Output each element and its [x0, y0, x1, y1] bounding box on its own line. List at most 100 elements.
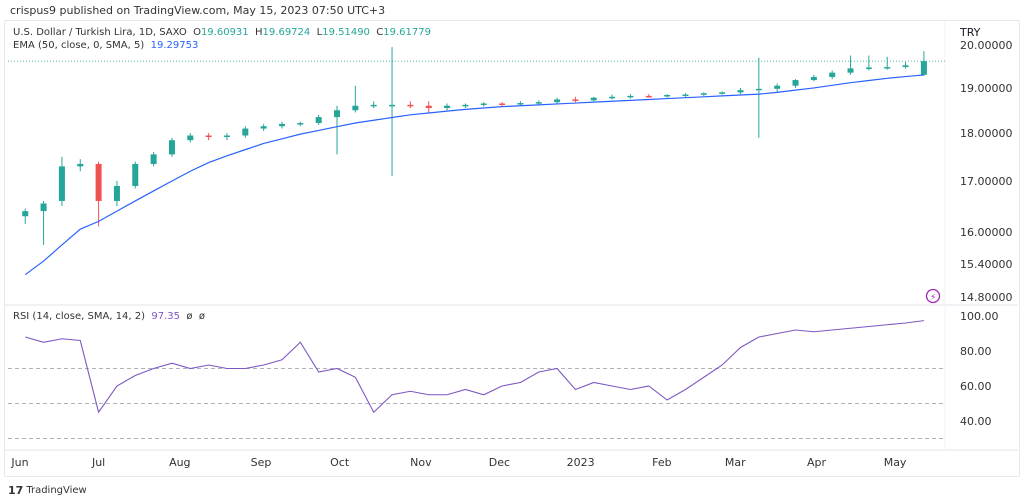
price-tick-label: 14.80000 — [960, 291, 1013, 304]
symbol-legend: U.S. Dollar / Turkish Lira, 1D, SAXO O19… — [13, 27, 431, 38]
candle-body — [223, 135, 230, 138]
candle-body — [755, 88, 762, 91]
candle-body — [627, 95, 634, 98]
candle-body — [682, 94, 689, 97]
candle-body — [462, 104, 469, 107]
currency-label: TRY — [959, 26, 981, 39]
candle-body — [315, 117, 322, 124]
candle-body — [645, 95, 652, 98]
rsi-tick-label: 40.00 — [960, 415, 992, 428]
candle-body — [737, 90, 744, 93]
candle-body — [444, 105, 451, 108]
symbol-name: U.S. Dollar / Turkish Lira, 1D, SAXO — [13, 27, 187, 38]
ema-label: EMA (50, close, 0, SMA, 5) — [13, 40, 145, 51]
candle-body — [297, 123, 304, 125]
price-tick-label: 15.40000 — [960, 258, 1013, 271]
candle-body — [535, 102, 542, 104]
time-tick-label: Dec — [489, 456, 510, 469]
candle-body — [700, 93, 707, 95]
rsi-na-1: ø — [186, 311, 193, 322]
time-tick-label: Jul — [91, 456, 105, 469]
candle-body — [22, 211, 29, 217]
candle-body — [279, 123, 285, 127]
candle-body — [920, 61, 927, 75]
rsi-value: 97.35 — [151, 311, 181, 322]
ema-line — [24, 74, 924, 276]
published-caption: crispus9 published on TradingView.com, M… — [10, 4, 386, 17]
brand-name: TradingView — [26, 485, 87, 496]
time-tick-label: Nov — [410, 456, 432, 469]
tradingview-logo-icon: 𝟭𝟳 — [8, 484, 24, 497]
candle-body — [95, 163, 102, 201]
candle-body — [407, 104, 414, 107]
open-value: 19.60931 — [200, 27, 249, 38]
candle-body — [590, 97, 597, 101]
high-label: H — [255, 27, 263, 38]
price-tick-label: 17.00000 — [960, 175, 1013, 188]
candle-body — [554, 99, 561, 103]
ema-legend[interactable]: EMA (50, close, 0, SMA, 5) 19.29753 — [13, 40, 198, 51]
candle-body — [865, 67, 872, 69]
time-tick-label: Mar — [725, 456, 746, 469]
candle-body — [572, 99, 579, 101]
time-tick-label: Sep — [251, 456, 272, 469]
rsi-na-2: ø — [198, 311, 206, 322]
rsi-legend[interactable]: RSI (14, close, SMA, 14, 2) 97.35 ø ø — [13, 311, 205, 322]
lightning-glyph: ⚡ — [930, 293, 936, 303]
candle-body — [792, 80, 799, 86]
candle-body — [499, 103, 506, 105]
candle-body — [187, 135, 194, 141]
candle-body — [113, 185, 120, 201]
candle-body — [810, 76, 817, 81]
candle-body — [425, 105, 432, 108]
high-value: 19.69724 — [262, 27, 311, 38]
price-tick-label: 20.00000 — [960, 39, 1013, 52]
candle-body — [389, 104, 396, 107]
candle-body — [58, 166, 65, 201]
candle-body — [334, 110, 341, 118]
chart-frame — [4, 20, 1020, 477]
time-tick-label: May — [884, 456, 907, 469]
tradingview-footer: 𝟭𝟳 TradingView — [8, 484, 87, 497]
rsi-tick-label: 80.00 — [960, 345, 992, 358]
candle-body — [352, 105, 359, 111]
time-tick-label: Aug — [169, 456, 190, 469]
candle-body — [719, 92, 726, 94]
rsi-label: RSI (14, close, SMA, 14, 2) — [13, 311, 146, 322]
candle-body — [829, 72, 836, 77]
candle-body — [40, 203, 47, 212]
low-label: L — [316, 27, 323, 38]
candle-body — [517, 103, 524, 105]
close-value: 19.61779 — [383, 27, 431, 38]
rsi-tick-label: 60.00 — [960, 380, 992, 393]
candle-body — [480, 103, 487, 105]
candle-body — [77, 163, 84, 167]
candle-body — [609, 96, 616, 99]
price-tick-label: 16.00000 — [960, 226, 1013, 239]
candle-body — [150, 154, 157, 164]
time-tick-label: Jun — [10, 456, 28, 469]
candle-body — [774, 85, 781, 89]
low-value: 19.51490 — [322, 27, 370, 38]
candle-body — [205, 135, 212, 138]
candle-body — [242, 128, 249, 136]
ema-value: 19.29753 — [150, 40, 199, 51]
time-tick-label: Feb — [652, 456, 671, 469]
candle-body — [847, 68, 854, 73]
rsi-tick-label: 100.00 — [960, 310, 999, 323]
candle-body — [884, 67, 891, 69]
open-label: O — [193, 27, 201, 38]
close-label: C — [376, 27, 384, 38]
time-tick-label: 2023 — [567, 456, 595, 469]
candle-body — [260, 126, 267, 129]
price-tick-label: 18.00000 — [960, 127, 1013, 140]
time-tick-label: Oct — [330, 456, 350, 469]
candle-body — [370, 104, 377, 107]
candle-body — [902, 65, 909, 68]
rsi-line — [25, 320, 924, 414]
time-tick-label: Apr — [807, 456, 827, 469]
price-tick-label: 19.00000 — [960, 82, 1013, 95]
candle-body — [132, 163, 139, 186]
lightning-icon — [925, 288, 941, 304]
